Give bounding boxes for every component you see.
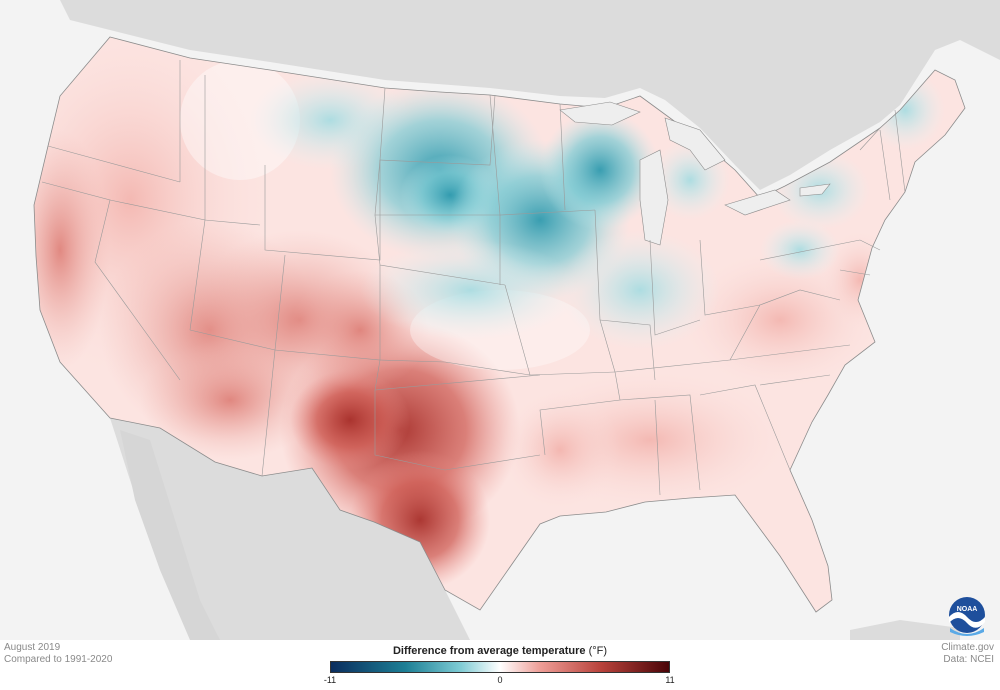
baseline-label: Compared to 1991-2020 [4, 654, 113, 665]
legend-tick-mid: 0 [497, 675, 503, 685]
noaa-logo-text: NOAA [957, 606, 978, 613]
canada-landmass [60, 0, 1000, 190]
baja-landmass [120, 430, 220, 640]
caribbean-landmass [850, 620, 960, 640]
legend-unit: (°F) [588, 645, 608, 657]
noaa-logo-icon: NOAA [949, 597, 985, 636]
legend-title-text: Difference from average temperature [392, 645, 586, 657]
period-label: August 2019 [4, 642, 61, 653]
map-meta-right: Climate.gov Data: NCEI [941, 642, 994, 666]
legend-title: Difference from average temperature (°F) [330, 645, 670, 657]
map-meta-left: August 2019 Compared to 1991-2020 [4, 642, 112, 666]
source-label: Data: NCEI [943, 654, 994, 665]
mexico-landmass [110, 418, 470, 640]
temperature-anomaly-map: NOAA [33, 0, 1000, 640]
legend-tick-max: 11 [665, 675, 675, 685]
legend-tick-min: -11 [323, 675, 337, 685]
legend-color-bar [330, 661, 670, 673]
great-lakes [559, 101, 831, 246]
state-borders [41, 60, 906, 496]
credit-label: Climate.gov [941, 642, 994, 653]
